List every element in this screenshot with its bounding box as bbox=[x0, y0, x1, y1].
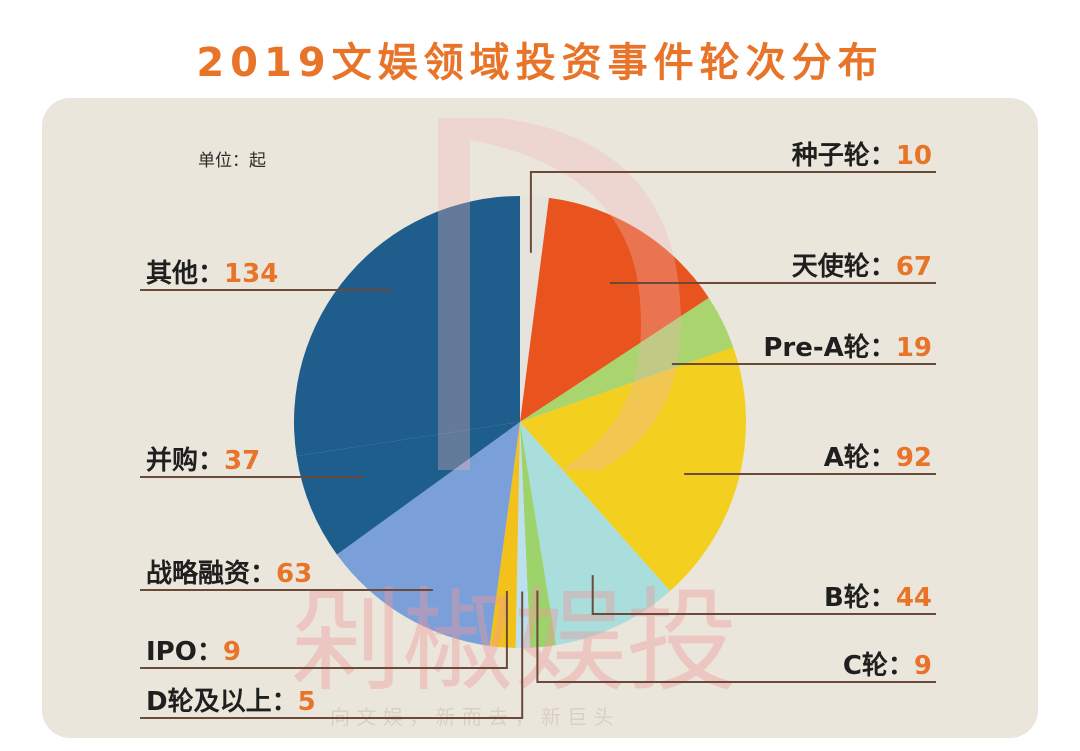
pie-slice bbox=[520, 195, 549, 422]
chart-title: 2019文娱领域投资事件轮次分布 bbox=[196, 40, 884, 86]
pie-slice bbox=[520, 422, 557, 648]
pie-slice bbox=[293, 196, 520, 456]
watermark-text: 剁椒娱投 bbox=[290, 577, 738, 707]
unit-label: 单位：起 bbox=[198, 151, 266, 171]
pie-slice bbox=[489, 422, 520, 648]
slice-label-value: 92 bbox=[896, 443, 932, 473]
slice-label-name: 战略融资： bbox=[146, 558, 276, 589]
pie-slice bbox=[515, 422, 531, 649]
pie-slice bbox=[520, 422, 671, 646]
slice-label-value: 44 bbox=[896, 583, 932, 613]
slice-label: IPO：9 bbox=[146, 637, 241, 667]
slice-label-value: 9 bbox=[223, 637, 241, 667]
slice-label-name: A轮： bbox=[824, 443, 896, 473]
slice-label-name: B轮： bbox=[824, 583, 896, 613]
pie-slice bbox=[520, 347, 747, 592]
slice-label: B轮：44 bbox=[824, 583, 932, 613]
slice-label-name: D轮及以上： bbox=[146, 687, 298, 717]
slice-label-name: 其他： bbox=[146, 259, 224, 289]
slice-label-name: IPO： bbox=[146, 637, 223, 667]
pie-slice bbox=[296, 422, 520, 555]
slice-label-name: 并购： bbox=[146, 445, 224, 476]
slice-label: 种子轮：10 bbox=[792, 141, 932, 171]
slice-label-value: 134 bbox=[224, 259, 278, 289]
slice-label-name: 天使轮： bbox=[792, 252, 896, 282]
leader-line bbox=[591, 575, 936, 615]
slice-label-value: 9 bbox=[914, 651, 932, 681]
leader-line bbox=[536, 590, 936, 683]
slice-label-value: 67 bbox=[896, 252, 932, 282]
slice-label-value: 10 bbox=[896, 141, 932, 171]
slice-labels: 种子轮：10天使轮：67Pre-A轮：19A轮：92B轮：44C轮：9D轮及以上… bbox=[146, 141, 932, 717]
slice-label-name: Pre-A轮： bbox=[763, 333, 895, 363]
leader-line bbox=[529, 171, 936, 253]
slice-label: C轮：9 bbox=[843, 651, 932, 681]
pie-slices bbox=[293, 195, 747, 649]
slice-label: Pre-A轮：19 bbox=[763, 333, 932, 363]
slice-label: D轮及以上：5 bbox=[146, 687, 316, 717]
slice-label: 并购：37 bbox=[146, 445, 260, 476]
slice-label-value: 5 bbox=[298, 687, 316, 717]
slice-label-name: 种子轮： bbox=[792, 141, 896, 171]
leader-line bbox=[140, 591, 524, 719]
slice-label-value: 37 bbox=[224, 446, 260, 476]
watermark-logo: 剁椒娱投 向 文 娱 ， 新 而 去 ， 新 巨 头 bbox=[290, 118, 738, 729]
slice-label: 战略融资：63 bbox=[146, 558, 312, 589]
slice-label-value: 63 bbox=[276, 559, 312, 589]
pie-slice bbox=[520, 197, 709, 422]
slice-label: 其他：134 bbox=[146, 259, 278, 289]
leader-lines bbox=[140, 171, 936, 719]
leader-line bbox=[140, 591, 508, 669]
slice-label-value: 19 bbox=[896, 333, 932, 363]
slice-label: A轮：92 bbox=[824, 443, 932, 473]
slice-label: 天使轮：67 bbox=[792, 252, 932, 282]
slice-label-name: C轮： bbox=[843, 651, 914, 681]
pie-slice bbox=[520, 297, 734, 422]
